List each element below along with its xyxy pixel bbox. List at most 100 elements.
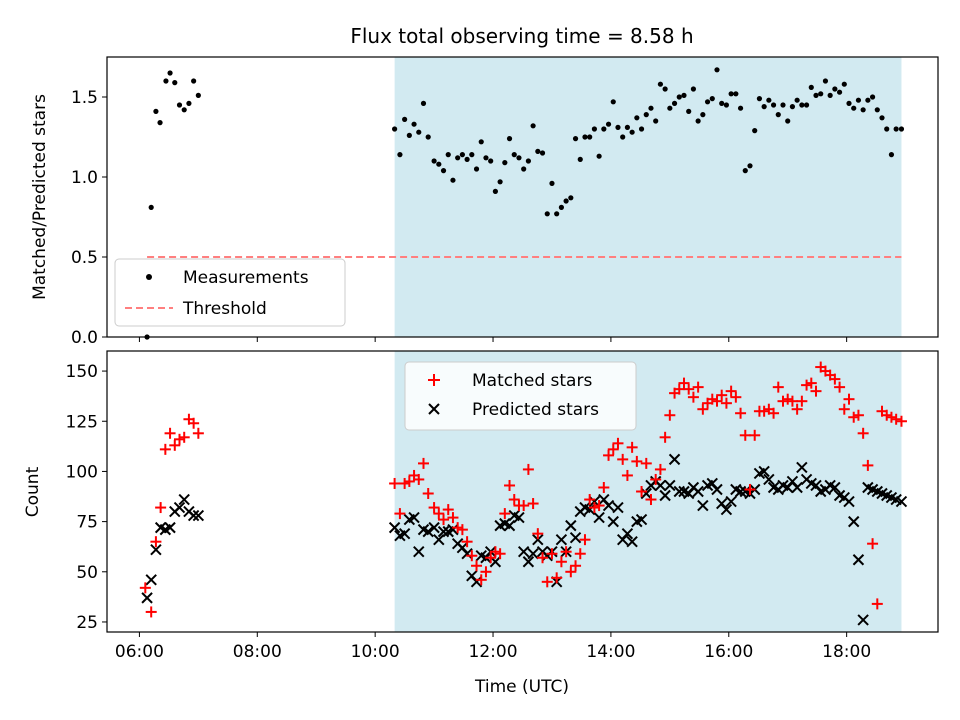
- measurement-point: [440, 168, 447, 174]
- predicted-star-marker: [673, 485, 685, 498]
- matched-star-marker: [461, 536, 473, 548]
- measurement-point: [775, 112, 781, 118]
- measurement-point: [591, 126, 598, 132]
- matched-star-marker: [173, 433, 185, 445]
- measurement-point: [653, 118, 659, 124]
- matched-star-marker: [192, 427, 204, 439]
- matched-star-marker: [417, 457, 429, 469]
- matched-star-marker: [716, 389, 728, 401]
- top-y-tick-label: 0.5: [71, 248, 98, 268]
- measurement-point: [733, 91, 739, 97]
- matched-star-marker: [735, 407, 747, 419]
- matched-star-marker: [890, 413, 902, 425]
- matched-star-marker: [155, 502, 167, 514]
- matched-star-marker: [413, 473, 425, 485]
- measurement-point: [464, 156, 470, 162]
- matched-star-marker: [749, 429, 761, 441]
- matched-star-marker: [683, 383, 695, 395]
- predicted-star-marker: [659, 489, 671, 502]
- matched-star-marker: [527, 498, 539, 510]
- predicted-star-marker: [428, 521, 440, 534]
- measurement-point: [411, 121, 417, 127]
- matched-star-marker: [422, 488, 434, 500]
- bottom-y-axis: 25 50 75 100 125 150: [66, 362, 107, 633]
- predicted-star-marker: [664, 479, 676, 492]
- measurement-point: [785, 118, 791, 124]
- measurement-point: [397, 152, 403, 158]
- matched-star-marker: [522, 463, 534, 475]
- measurement-point: [624, 124, 631, 130]
- measurement-point: [827, 92, 833, 98]
- measurement-point: [511, 152, 517, 158]
- matched-star-marker: [881, 409, 893, 421]
- predicted-star-marker: [796, 461, 808, 474]
- predicted-star-marker: [569, 531, 582, 544]
- measurement-point: [483, 155, 489, 161]
- measurement-point: [657, 81, 664, 87]
- matched-star-marker: [895, 415, 907, 427]
- measurement-point: [629, 129, 635, 135]
- predicted-star-marker: [829, 481, 841, 494]
- predicted-star-marker: [725, 495, 737, 508]
- measurement-point: [700, 112, 706, 118]
- measurement-point: [709, 96, 715, 102]
- measurement-point: [502, 160, 508, 166]
- measurement-point: [690, 86, 697, 92]
- measurement-point: [605, 121, 612, 127]
- matched-star-marker: [584, 494, 596, 506]
- predicted-star-marker: [408, 511, 420, 524]
- legend-marker-predicted: [428, 403, 440, 415]
- bottom-y-tick-label: 125: [66, 412, 98, 432]
- measurement-point: [516, 155, 522, 161]
- matched-star-marker: [848, 411, 860, 423]
- matched-star-marker: [150, 536, 162, 548]
- predicted-star-marker: [640, 487, 652, 500]
- predicted-star-marker: [720, 503, 733, 516]
- measurement-point: [643, 112, 649, 118]
- predicted-star-marker: [413, 546, 425, 558]
- matched-star-marker: [636, 486, 648, 497]
- predicted-star-marker: [527, 548, 539, 560]
- measurement-point: [521, 166, 527, 172]
- measurement-point: [568, 195, 574, 201]
- matched-star-marker: [862, 459, 874, 471]
- measurement-point: [195, 92, 201, 98]
- bottom-y-label: Count: [23, 466, 43, 517]
- matched-star-marker: [801, 379, 813, 391]
- predicted-star-marker: [626, 535, 638, 548]
- matched-star-marker: [598, 481, 610, 493]
- matched-star-marker: [565, 566, 577, 578]
- matched-star-marker: [178, 431, 190, 443]
- predicted-star-marker: [857, 614, 869, 626]
- matched-star-marker: [480, 566, 492, 578]
- matched-star-marker: [551, 572, 563, 584]
- measurement-point: [719, 100, 725, 106]
- top-legend-box: [114, 258, 346, 327]
- matched-star-marker: [791, 403, 803, 415]
- matched-star-marker: [631, 455, 643, 467]
- predicted-star-marker: [513, 511, 525, 524]
- predicted-star-marker: [141, 592, 153, 604]
- measurement-point: [676, 94, 682, 100]
- matched-star-marker: [403, 475, 415, 487]
- top-y-tick-label: 1.5: [71, 88, 98, 108]
- measurement-point: [539, 150, 546, 156]
- matched-star-marker: [570, 560, 582, 572]
- measurement-point: [450, 177, 456, 183]
- matched-star-marker: [399, 477, 411, 489]
- predicted-star-marker: [697, 499, 709, 512]
- measurement-point: [884, 126, 890, 132]
- predicted-star-marker: [602, 499, 615, 512]
- measurement-point: [879, 115, 885, 121]
- matched-star-marker: [829, 373, 841, 385]
- measurement-point: [506, 136, 513, 142]
- matched-star-marker: [796, 395, 808, 407]
- bottom-y-tick-label: 150: [66, 362, 98, 382]
- predicted-star-marker: [635, 513, 648, 526]
- bottom-x-axis: 06:00 08:00 10:00 12:00 14:00 16:00 18:00: [115, 632, 871, 662]
- predicted-star-marker: [758, 465, 770, 478]
- matched-star-marker: [532, 528, 544, 540]
- measurement-point: [893, 126, 899, 132]
- predicted-star-marker: [612, 501, 624, 514]
